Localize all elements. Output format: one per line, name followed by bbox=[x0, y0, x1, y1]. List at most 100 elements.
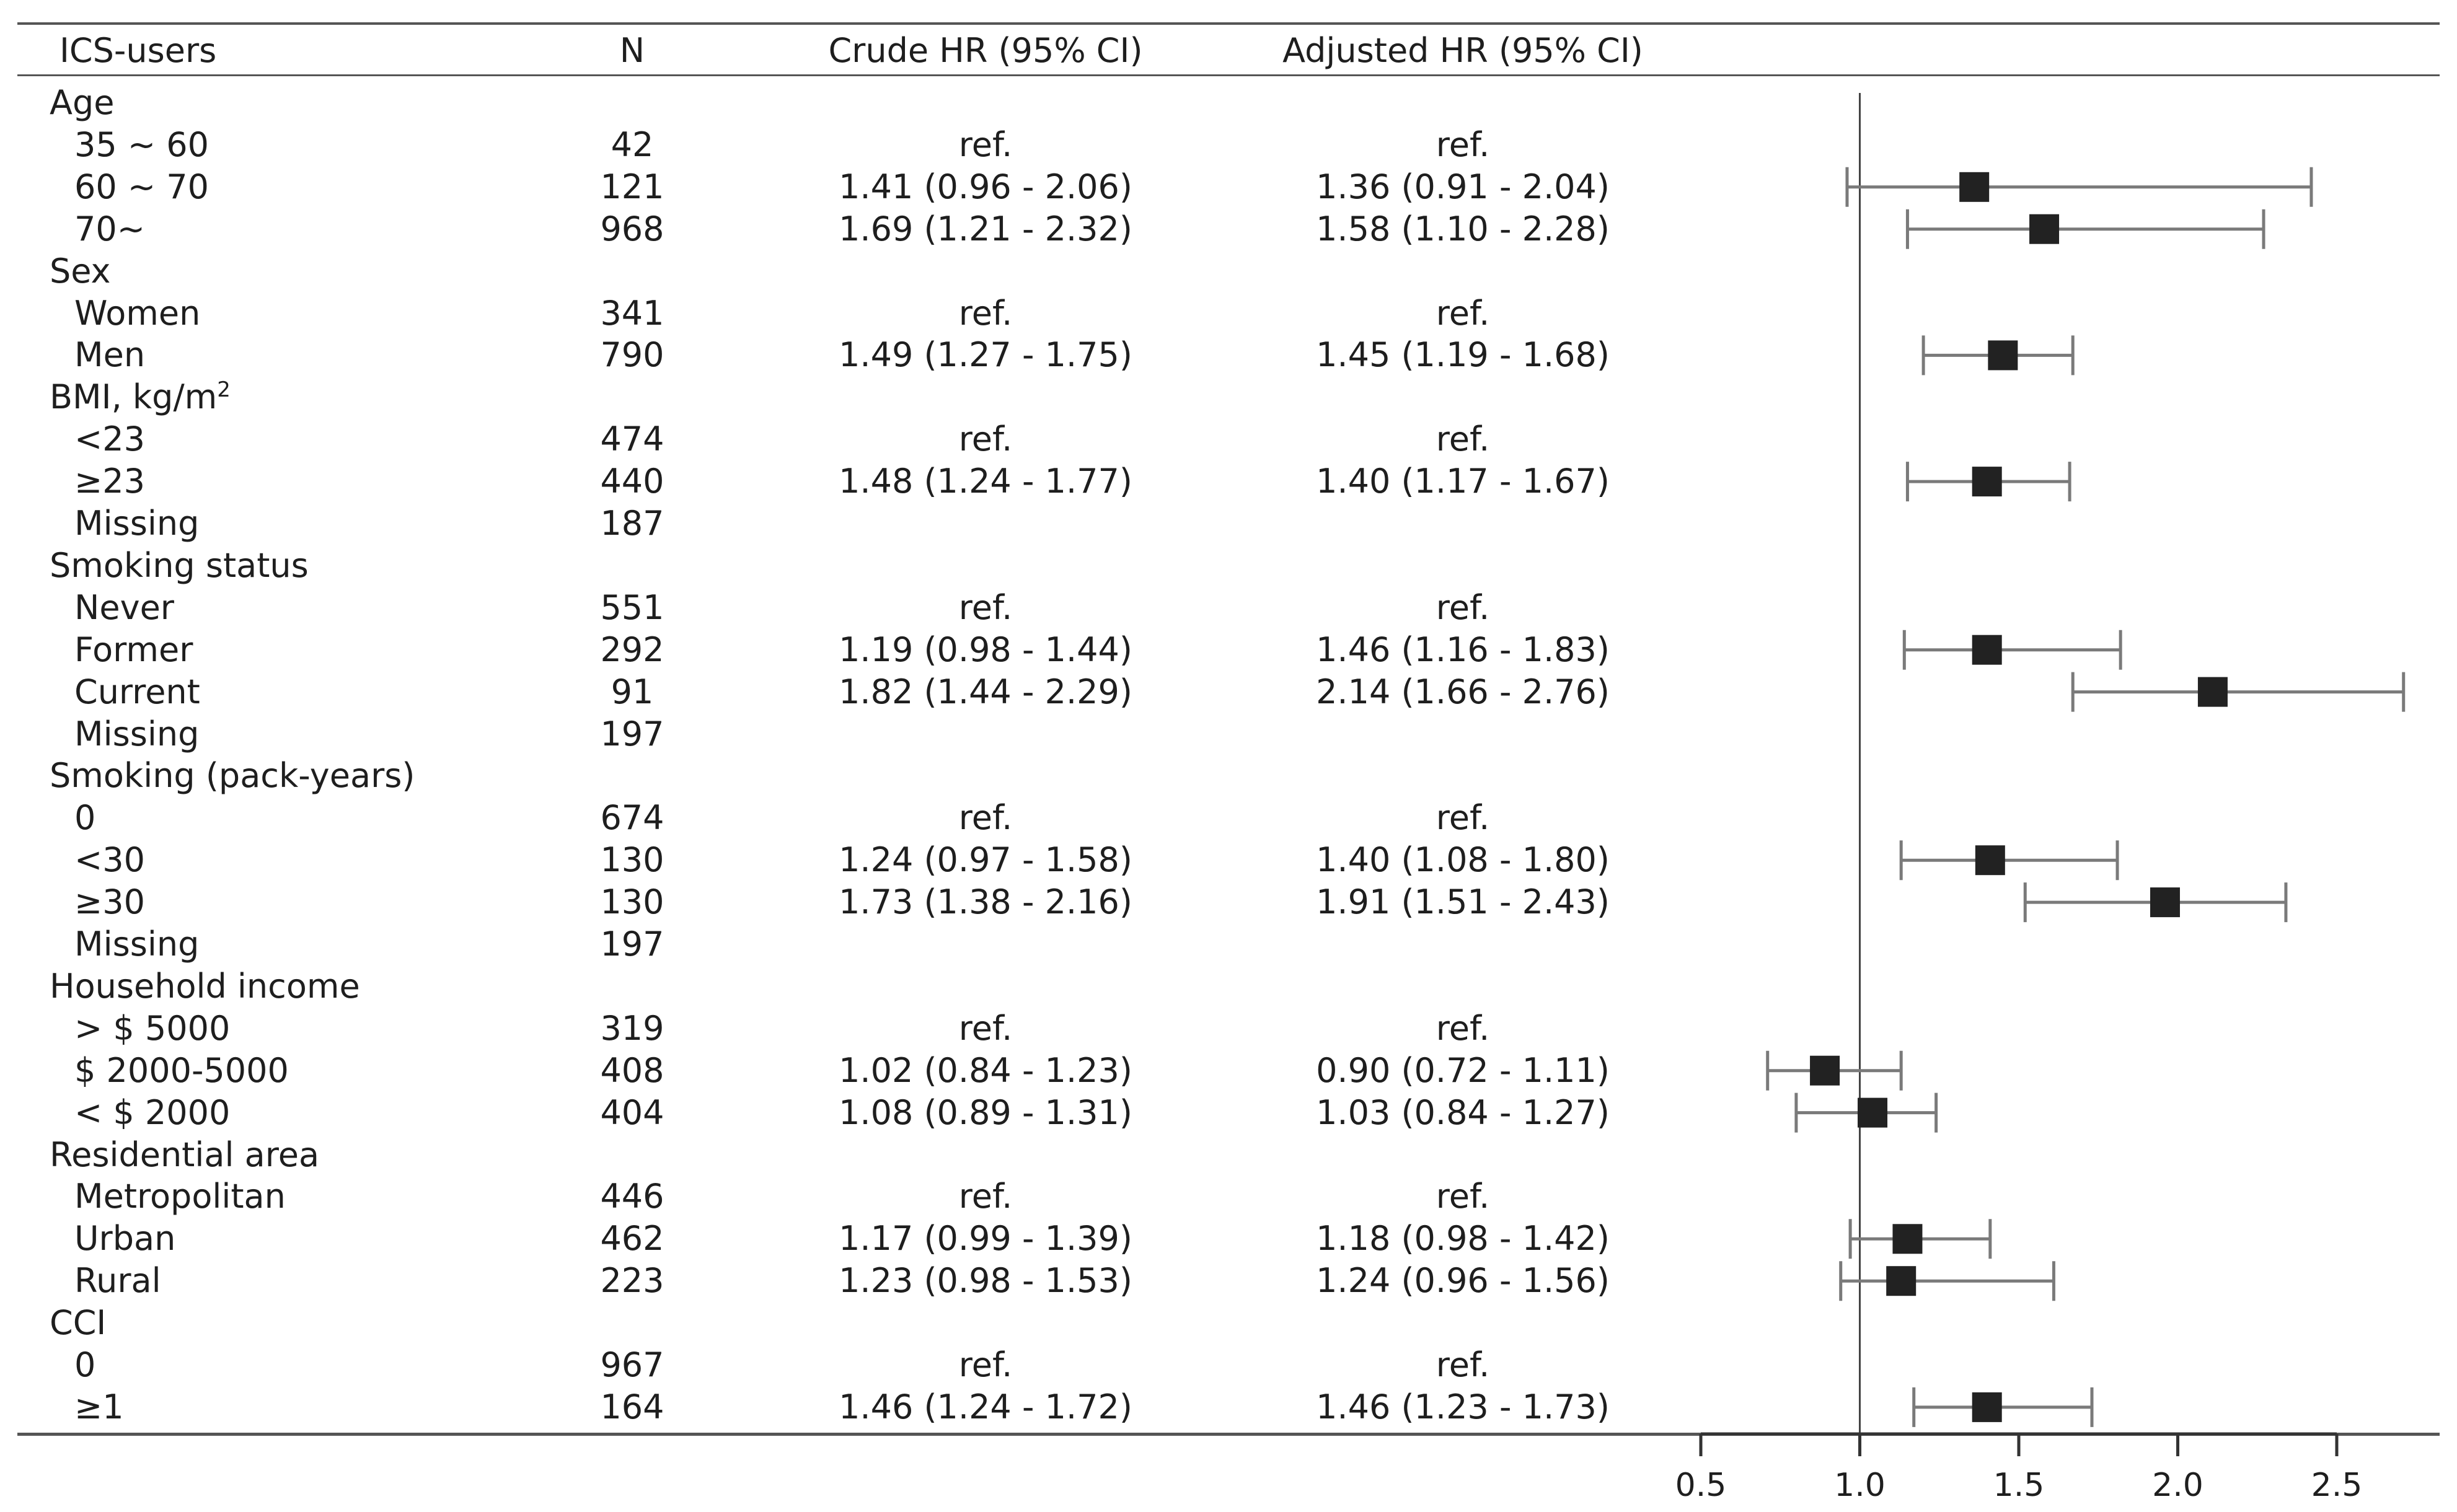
adjusted-hr-value: ref. bbox=[1436, 1345, 1490, 1384]
n-value: 404 bbox=[600, 1092, 664, 1132]
header-rule bbox=[17, 74, 2440, 76]
crude-hr-value: 1.17 (0.99 - 1.39) bbox=[839, 1219, 1132, 1259]
n-value: 446 bbox=[600, 1177, 664, 1216]
adjusted-hr-value: 0.90 (0.72 - 1.11) bbox=[1316, 1050, 1610, 1090]
adjusted-hr-value: ref. bbox=[1436, 798, 1490, 838]
adjusted-hr-value: 1.46 (1.16 - 1.83) bbox=[1316, 630, 1610, 669]
crude-hr-value: ref. bbox=[958, 420, 1013, 459]
n-value: 967 bbox=[600, 1345, 664, 1384]
crude-hr-value: 1.69 (1.21 - 2.32) bbox=[839, 209, 1132, 248]
n-value: 674 bbox=[600, 798, 664, 838]
crude-hr-value: 1.82 (1.44 - 2.29) bbox=[839, 672, 1132, 711]
row-label: 60 ~ 70 bbox=[74, 167, 210, 206]
crude-hr-value: 1.48 (1.24 - 1.77) bbox=[839, 462, 1132, 501]
hr-estimate-marker bbox=[1972, 467, 2002, 497]
n-value: 292 bbox=[600, 630, 664, 669]
n-value: 440 bbox=[600, 462, 664, 501]
crude-hr-value: 1.02 (0.84 - 1.23) bbox=[839, 1050, 1132, 1090]
hr-estimate-marker bbox=[1988, 340, 2018, 371]
hr-estimate-marker bbox=[1972, 1392, 2002, 1422]
adjusted-hr-value: 1.18 (0.98 - 1.42) bbox=[1316, 1219, 1610, 1259]
n-value: 968 bbox=[600, 209, 664, 248]
crude-hr-value: 1.46 (1.24 - 1.72) bbox=[839, 1387, 1132, 1426]
label-superscript: 2 bbox=[217, 377, 231, 403]
adjusted-hr-value: ref. bbox=[1436, 587, 1490, 627]
header-label: ICS-users bbox=[60, 31, 217, 70]
adjusted-hr-value: 1.03 (0.84 - 1.27) bbox=[1316, 1092, 1610, 1132]
crude-hr-value: 1.24 (0.97 - 1.58) bbox=[839, 840, 1132, 880]
crude-hr-value: 1.19 (0.98 - 1.44) bbox=[839, 630, 1132, 669]
hr-estimate-marker bbox=[1972, 635, 2002, 665]
row-label: < $ 2000 bbox=[74, 1092, 231, 1132]
adjusted-hr-value: 1.46 (1.23 - 1.73) bbox=[1316, 1387, 1610, 1426]
row-label: Missing bbox=[74, 504, 200, 543]
n-value: 130 bbox=[600, 882, 664, 922]
n-value: 462 bbox=[600, 1219, 664, 1259]
row-label: 0 bbox=[74, 798, 96, 838]
n-value: 42 bbox=[611, 125, 654, 164]
adjusted-hr-value: ref. bbox=[1436, 420, 1490, 459]
row-label: $ 2000-5000 bbox=[74, 1050, 289, 1090]
crude-hr-value: ref. bbox=[958, 798, 1013, 838]
adjusted-hr-value: 1.40 (1.17 - 1.67) bbox=[1316, 462, 1610, 501]
adjusted-hr-value: ref. bbox=[1436, 1008, 1490, 1048]
crude-hr-value: ref. bbox=[958, 293, 1013, 333]
row-label: Current bbox=[74, 672, 200, 711]
row-label: Men bbox=[74, 335, 146, 375]
adjusted-hr-value: 1.36 (0.91 - 2.04) bbox=[1316, 167, 1610, 206]
hr-estimate-marker bbox=[2150, 887, 2180, 918]
group-label: BMI, kg/m2 bbox=[50, 377, 231, 417]
hr-estimate-marker bbox=[2197, 677, 2228, 707]
group-label: CCI bbox=[50, 1303, 107, 1343]
group-label: Smoking status bbox=[50, 545, 309, 585]
n-value: 551 bbox=[600, 587, 664, 627]
row-label: Never bbox=[74, 587, 174, 627]
crude-hr-value: ref. bbox=[958, 125, 1013, 164]
top-rule bbox=[17, 22, 2440, 25]
row-label: 0 bbox=[74, 1345, 96, 1384]
adjusted-hr-value: ref. bbox=[1436, 293, 1490, 333]
hr-estimate-marker bbox=[1858, 1097, 1888, 1128]
row-label: Metropolitan bbox=[74, 1177, 286, 1216]
row-label: Former bbox=[74, 630, 193, 669]
group-label: Smoking (pack-years) bbox=[50, 756, 415, 796]
n-value: 164 bbox=[600, 1387, 664, 1426]
n-value: 319 bbox=[600, 1008, 664, 1048]
row-label: <30 bbox=[74, 840, 145, 880]
bottom-rule bbox=[17, 1433, 2440, 1436]
row-label: <23 bbox=[74, 420, 145, 459]
n-value: 197 bbox=[600, 925, 664, 964]
n-value: 341 bbox=[600, 293, 664, 333]
row-label: ≥1 bbox=[74, 1387, 124, 1426]
crude-hr-value: ref. bbox=[958, 587, 1013, 627]
n-value: 121 bbox=[600, 167, 664, 206]
row-label: Urban bbox=[74, 1219, 176, 1259]
hr-estimate-marker bbox=[1892, 1224, 1923, 1254]
group-label: Sex bbox=[50, 251, 111, 291]
adjusted-hr-value: 1.40 (1.08 - 1.80) bbox=[1316, 840, 1610, 880]
n-value: 197 bbox=[600, 714, 664, 754]
row-label: ≥30 bbox=[74, 882, 145, 922]
n-value: 130 bbox=[600, 840, 664, 880]
crude-hr-value: 1.49 (1.27 - 1.75) bbox=[839, 335, 1132, 375]
n-value: 474 bbox=[600, 420, 664, 459]
crude-hr-value: ref. bbox=[958, 1345, 1013, 1384]
hr-estimate-marker bbox=[1975, 845, 2005, 876]
row-label: Rural bbox=[74, 1261, 161, 1301]
row-label: Missing bbox=[74, 714, 200, 754]
hr-estimate-marker bbox=[1810, 1055, 1840, 1086]
header-n: N bbox=[619, 31, 645, 70]
adjusted-hr-value: 1.24 (0.96 - 1.56) bbox=[1316, 1261, 1610, 1301]
hr-estimate-marker bbox=[2029, 214, 2060, 244]
x-tick-label: 1.5 bbox=[1993, 1467, 2045, 1504]
x-tick-label: 2.0 bbox=[2152, 1467, 2203, 1504]
hr-estimate-marker bbox=[1886, 1266, 1917, 1296]
crude-hr-value: 1.41 (0.96 - 2.06) bbox=[839, 167, 1132, 206]
header-adjusted-hr: Adjusted HR (95% CI) bbox=[1282, 31, 1643, 70]
crude-hr-value: ref. bbox=[958, 1177, 1013, 1216]
header-crude-hr: Crude HR (95% CI) bbox=[828, 31, 1143, 70]
adjusted-hr-value: 1.91 (1.51 - 2.43) bbox=[1316, 882, 1610, 922]
row-label: 70~ bbox=[74, 209, 145, 248]
